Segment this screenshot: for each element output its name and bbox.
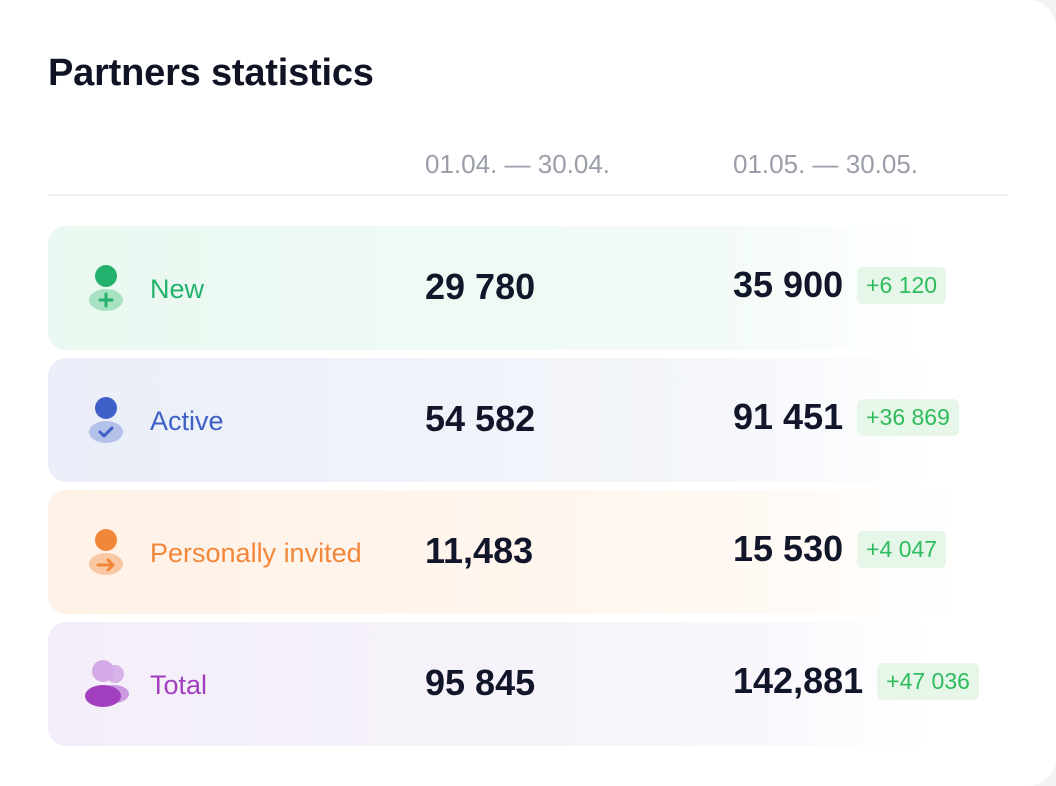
user-check-icon — [84, 396, 132, 444]
period2-cell: 142,881 +47 036 — [733, 660, 979, 702]
row-label: Total — [150, 670, 208, 700]
header-divider — [48, 194, 1008, 196]
period1-value: 54 582 — [425, 398, 536, 439]
period2-cell: 91 451 +36 869 — [733, 396, 959, 438]
user-plus-icon — [84, 264, 132, 312]
stats-row-personally-invited[interactable]: Personally invited 11,483 15 530 +4 047 — [48, 490, 1008, 614]
stats-row-total[interactable]: Total 95 845 142,881 +47 036 — [48, 622, 1008, 746]
delta-badge: +4 047 — [857, 530, 947, 568]
delta-badge: +36 869 — [857, 398, 959, 436]
stats-row-new[interactable]: New 29 780 35 900 +6 120 — [48, 226, 1008, 350]
users-group-icon — [84, 660, 132, 708]
period2-value: 15 530 — [733, 528, 844, 569]
period1-value: 95 845 — [425, 662, 536, 703]
column-header-period2: 01.05. — 30.05. — [733, 149, 919, 179]
delta-badge: +6 120 — [857, 266, 947, 304]
period2-cell: 15 530 +4 047 — [733, 528, 947, 570]
column-header-period1: 01.04. — 30.04. — [425, 149, 611, 179]
user-arrow-icon — [84, 528, 132, 576]
period2-value: 142,881 — [733, 660, 864, 701]
period2-value: 35 900 — [733, 264, 844, 305]
row-label: Active — [150, 406, 224, 436]
period2-value: 91 451 — [733, 396, 844, 437]
period1-value: 11,483 — [425, 530, 534, 571]
delta-badge: +47 036 — [877, 662, 979, 700]
card-title: Partners statistics — [48, 52, 374, 94]
stats-row-active[interactable]: Active 54 582 91 451 +36 869 — [48, 358, 1008, 482]
row-label: Personally invited — [150, 538, 362, 568]
period2-cell: 35 900 +6 120 — [733, 264, 947, 306]
row-label: New — [150, 274, 205, 304]
period1-value: 29 780 — [425, 266, 536, 307]
